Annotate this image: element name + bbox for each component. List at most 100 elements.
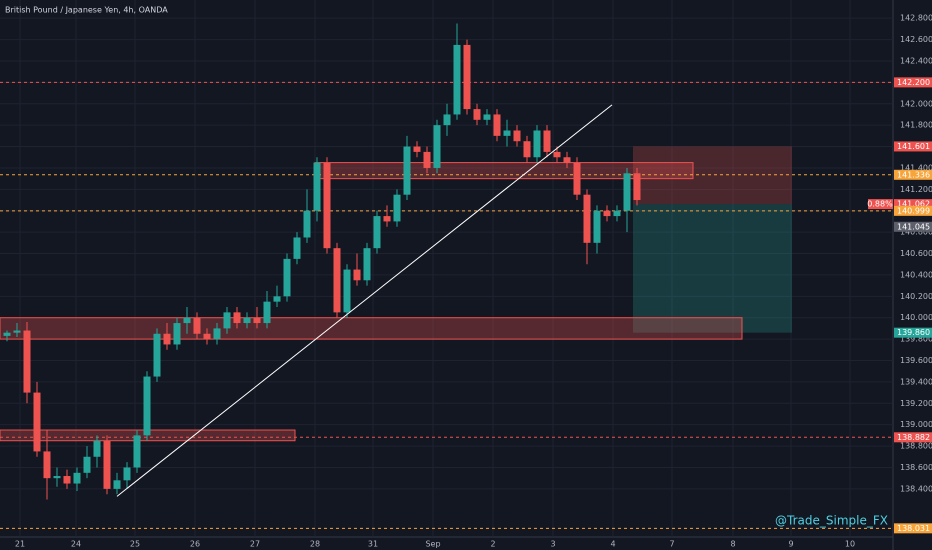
- x-tick-label: 26: [190, 540, 200, 549]
- candle-body: [43, 451, 51, 479]
- candle-body: [223, 312, 231, 329]
- y-tick-label: 140.000: [900, 313, 932, 322]
- candle-body: [553, 151, 561, 158]
- candle-body: [513, 130, 521, 142]
- y-tick-label: 141.800: [900, 121, 932, 130]
- candle-body: [263, 301, 271, 324]
- change-label: 0.88%: [867, 200, 893, 209]
- y-tick-label: 139.000: [900, 420, 932, 429]
- candle-body: [193, 317, 201, 334]
- y-tick-label: 142.600: [900, 35, 932, 44]
- price-label: 140.999: [897, 206, 930, 215]
- x-tick-label: 25: [130, 540, 140, 549]
- candle-body: [83, 456, 91, 473]
- price-label: 142.200: [897, 78, 930, 87]
- candle-body: [63, 476, 71, 484]
- x-tick-label: 4: [610, 540, 615, 549]
- candle-body: [123, 467, 131, 481]
- candle-body: [213, 328, 221, 340]
- candle-body: [233, 312, 241, 324]
- x-tick-label: 10: [845, 540, 855, 549]
- candle-body: [533, 130, 541, 158]
- candle-body: [603, 210, 611, 217]
- supply-demand-zone: [0, 317, 743, 340]
- y-tick-label: 140.800: [900, 228, 932, 237]
- x-tick-label: 9: [788, 540, 793, 549]
- candle-body: [33, 392, 41, 452]
- candle-body: [393, 194, 401, 222]
- price-label-bg: [894, 221, 932, 232]
- candle-body: [93, 440, 101, 457]
- candle-body: [543, 130, 551, 152]
- y-tick-label: 142.400: [900, 56, 932, 65]
- price-label-bg: [894, 169, 932, 180]
- price-label-bg: [894, 141, 932, 152]
- candle-body: [583, 194, 591, 243]
- candle-body: [363, 248, 371, 281]
- x-tick-label: 27: [250, 540, 260, 549]
- price-label: 141.062: [897, 200, 930, 209]
- candle-body: [253, 317, 261, 324]
- x-tick-label: 31: [368, 540, 378, 549]
- x-tick-label: 7: [669, 540, 674, 549]
- y-tick-label: 140.200: [900, 292, 932, 301]
- x-tick-label: 24: [71, 540, 81, 549]
- candle-body: [73, 472, 81, 484]
- y-tick-label: 138.600: [900, 463, 932, 472]
- chart-title: British Pound / Japanese Yen, 4h, OANDA: [5, 6, 168, 15]
- candle-body: [173, 323, 181, 345]
- y-tick-label: 141.200: [900, 185, 932, 194]
- x-tick-label: 3: [550, 540, 555, 549]
- y-tick-label: 140.600: [900, 249, 932, 258]
- price-label: 138.882: [897, 433, 930, 442]
- candle-body: [163, 333, 171, 345]
- price-label-bg: [894, 199, 932, 210]
- candle-body: [143, 376, 151, 436]
- candle-body: [273, 296, 281, 302]
- candle-body: [443, 114, 451, 126]
- price-label: 139.860: [897, 328, 930, 337]
- price-label: 141.601: [897, 142, 930, 151]
- candle-body: [303, 210, 311, 238]
- candle-body: [3, 332, 11, 336]
- change-label-bg: [868, 199, 893, 210]
- candle-body: [373, 216, 381, 249]
- candle-body: [573, 162, 581, 195]
- watermark: @Trade_Simple_FX: [775, 514, 888, 528]
- candle-body: [53, 476, 61, 479]
- y-tick-label: 142.800: [900, 14, 932, 23]
- candle-body: [243, 317, 251, 324]
- candle-body: [13, 330, 21, 333]
- candle-body: [23, 330, 31, 393]
- candle-body: [593, 210, 601, 243]
- candle-body: [613, 210, 621, 217]
- candle-body: [423, 151, 431, 168]
- candle-body: [503, 130, 511, 136]
- candle-body: [633, 173, 641, 201]
- price-label-bg: [894, 327, 932, 338]
- x-tick-label: 8: [730, 540, 735, 549]
- y-tick-label: 138.400: [900, 484, 932, 493]
- candle-body: [523, 141, 531, 158]
- candle-body: [113, 480, 121, 489]
- price-label: 141.336: [897, 170, 930, 179]
- candle-body: [153, 333, 161, 377]
- candle-body: [493, 114, 501, 136]
- candle-body: [183, 317, 191, 324]
- candle-body: [433, 125, 441, 168]
- candle-body: [343, 269, 351, 313]
- candle-body: [283, 258, 291, 297]
- candle-body: [403, 146, 411, 195]
- price-label: 138.031: [897, 524, 930, 533]
- y-tick-label: 139.200: [900, 399, 932, 408]
- candle-body: [313, 162, 321, 211]
- price-label-bg: [894, 432, 932, 443]
- y-tick-label: 138.800: [900, 442, 932, 451]
- trendline: [116, 104, 613, 497]
- price-label: 141.045: [897, 222, 930, 231]
- price-label-bg: [894, 523, 932, 534]
- candle-body: [353, 269, 361, 281]
- candle-body: [323, 162, 331, 249]
- candle-body: [333, 248, 341, 313]
